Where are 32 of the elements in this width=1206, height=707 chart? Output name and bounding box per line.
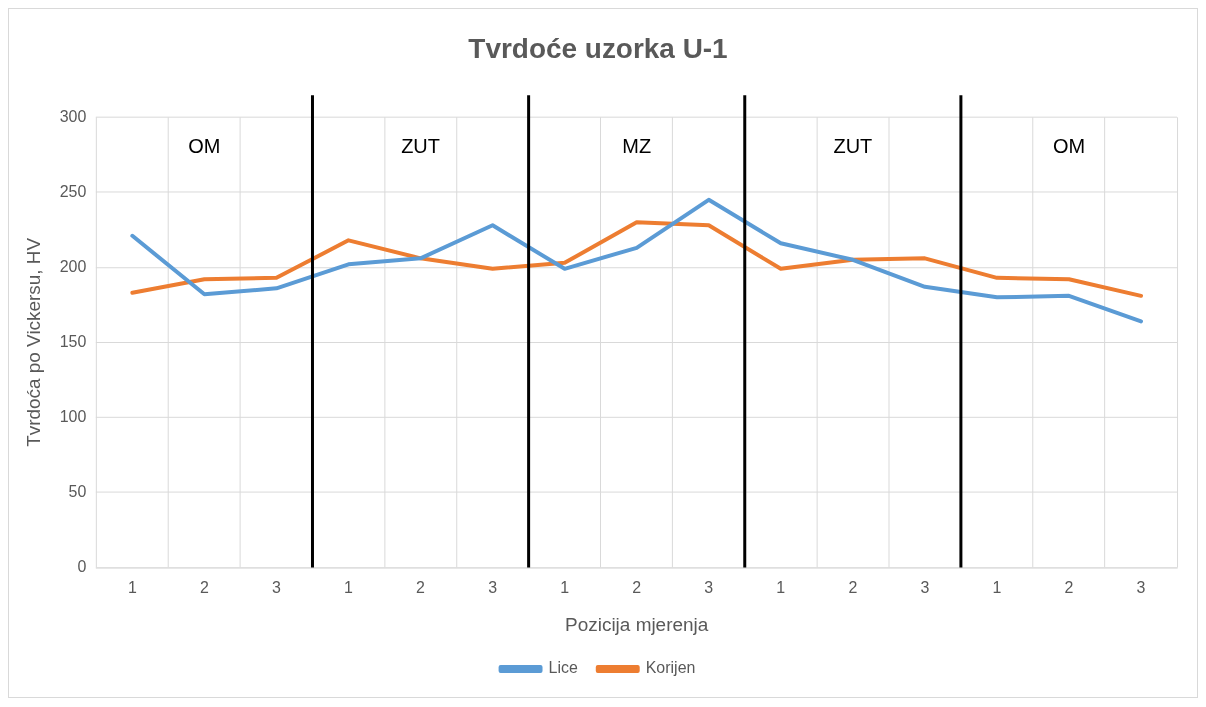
x-tick-label: 1 <box>992 579 1002 597</box>
y-tick-label: 200 <box>59 257 87 275</box>
annotation: ZUT <box>833 134 873 157</box>
x-tick-label: 2 <box>416 579 426 597</box>
x-tick-label: 2 <box>632 579 642 597</box>
annotation: OM <box>1052 134 1086 157</box>
x-tick-label: 2 <box>199 579 209 597</box>
y-tick-label: 250 <box>59 182 87 200</box>
y-tick-label: 50 <box>68 482 87 500</box>
legend-label: Korijen <box>645 659 696 677</box>
y-tick-label: 150 <box>59 332 87 350</box>
annotation: MZ <box>622 134 652 157</box>
x-tick-label: 3 <box>488 579 498 597</box>
x-tick-label: 3 <box>704 579 714 597</box>
y-tick-label: 300 <box>59 107 87 125</box>
x-tick-label: 3 <box>1136 579 1146 597</box>
x-tick-label: 1 <box>776 579 786 597</box>
y-tick-label: 0 <box>77 557 87 575</box>
y-axis-title: Tvrdoća po Vickersu, HV <box>22 237 44 447</box>
legend-label: Lice <box>548 659 578 677</box>
x-tick-label: 3 <box>272 579 282 597</box>
x-tick-label: 3 <box>920 579 930 597</box>
y-tick-label: 100 <box>59 407 87 425</box>
x-tick-label: 1 <box>344 579 354 597</box>
annotation: ZUT <box>401 134 440 157</box>
x-tick-label: 1 <box>560 579 570 597</box>
x-tick-label: 1 <box>127 579 137 597</box>
x-tick-label: 2 <box>848 579 858 597</box>
annotation: OM <box>188 134 221 157</box>
x-tick-label: 2 <box>1064 579 1074 597</box>
chart-title: Tvrdoće uzorka U-1 <box>468 33 728 65</box>
x-axis-title: Pozicija mjerenja <box>565 614 709 636</box>
